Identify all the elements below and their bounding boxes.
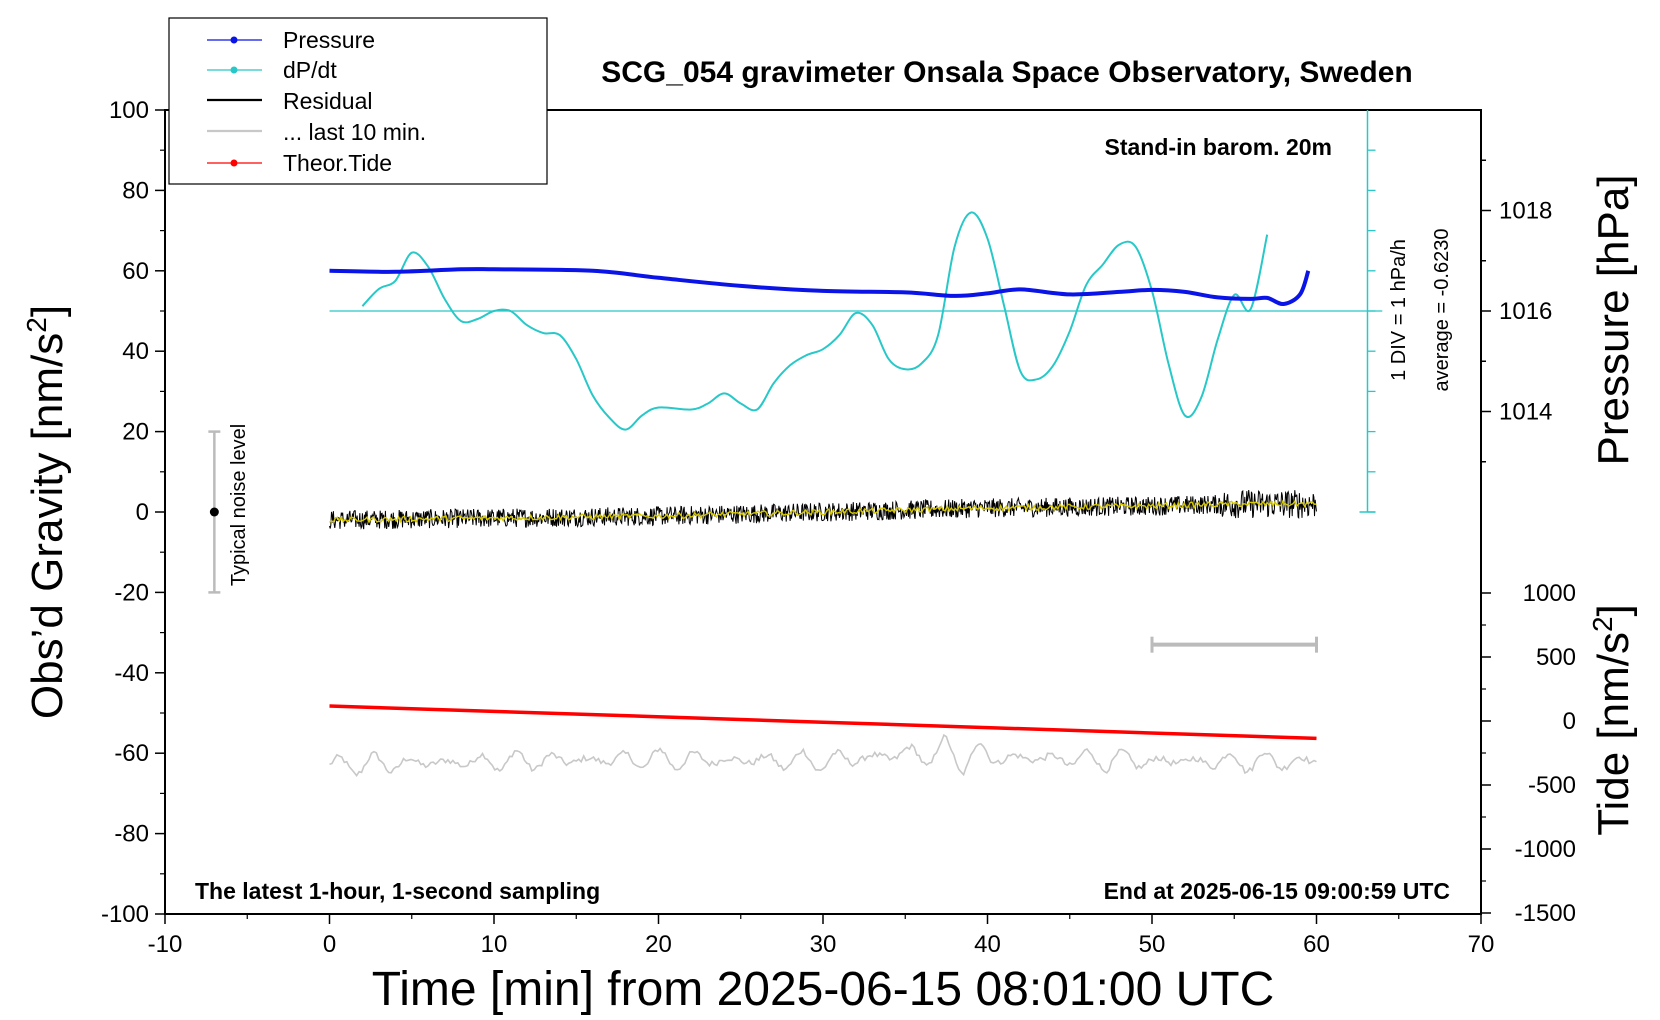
legend-label-residual: Residual [283, 88, 373, 114]
x-tick-label: 10 [481, 931, 508, 958]
latest-annotation: The latest 1-hour, 1-second sampling [195, 878, 600, 904]
series-dpdt [361, 211, 1269, 431]
y-left-tick-label: 80 [122, 177, 149, 204]
y-tide-tick-label: -1000 [1515, 836, 1576, 863]
legend-label-dpdt: dP/dt [283, 57, 337, 83]
legend: Pressure dP/dt Residual ... last 10 min.… [168, 17, 548, 185]
legend-entry-last10: ... last 10 min. [207, 119, 426, 145]
y-left-tick-label: -40 [114, 660, 149, 687]
series-theor-tide [329, 704, 1317, 741]
x-tick-label: 70 [1468, 931, 1495, 958]
y-tide-tick-label: 500 [1536, 644, 1576, 671]
x-tick-label: 50 [1139, 931, 1166, 958]
series-pressure [329, 267, 1311, 307]
barometer-annotation: Stand-in barom. 20m [1105, 134, 1332, 160]
axis-ticks: -10 0 10 20 30 40 50 60 70100806040200-20-40-60-… [101, 97, 1576, 958]
legend-entry-residual: Residual [207, 88, 373, 114]
end-time-annotation: End at 2025-06-15 09:00:59 UTC [1104, 878, 1450, 904]
y-left-tick-label: 40 [122, 338, 149, 365]
y-left-tick-label: 100 [109, 97, 149, 124]
legend-entry-tide: Theor.Tide [207, 150, 392, 176]
y-tide-tick-label: 1000 [1523, 580, 1576, 607]
y-tide-tick-label: 0 [1563, 708, 1576, 735]
y-pressure-tick-label: 1018 [1499, 198, 1552, 225]
y-pressure-tick-label: 1014 [1499, 399, 1552, 426]
y-left-tick-label: -20 [114, 579, 149, 606]
x-tick-label: 40 [974, 931, 1001, 958]
y-pressure-tick-label: 1016 [1499, 298, 1552, 325]
y-left-tick-label: 20 [122, 419, 149, 446]
noise-bar-center [209, 507, 219, 517]
dpdt-average-label: average = -0.6230 [1431, 229, 1453, 392]
y-axis-title-left: Obs’d Gravity [nm/s2] [21, 305, 72, 719]
chart-title: SCG_054 gravimeter Onsala Space Observat… [601, 56, 1413, 89]
x-tick-label: 30 [810, 931, 837, 958]
x-tick-label: 20 [645, 931, 672, 958]
y-left-tick-label: -80 [114, 821, 149, 848]
y-axis-title-tide: Tide [nm/s2] [1587, 604, 1638, 836]
y-tide-tick-label: -1500 [1515, 900, 1576, 927]
y-tide-tick-label: -500 [1528, 772, 1576, 799]
legend-label-last10: ... last 10 min. [283, 119, 426, 145]
legend-label-pressure: Pressure [283, 27, 375, 53]
noise-level-label: Typical noise level [228, 424, 250, 586]
y-left-tick-label: -100 [101, 901, 149, 928]
legend-marker-dpdt [230, 66, 238, 74]
legend-label-tide: Theor.Tide [283, 150, 392, 176]
dpdt-scale-label: 1 DIV = 1 hPa/h [1388, 239, 1410, 381]
series-residual-filtered [329, 499, 1317, 524]
x-tick-label: 60 [1303, 931, 1330, 958]
series-residual [329, 489, 1317, 530]
y-axis-title-pressure: Pressure [hPa] [1589, 174, 1638, 465]
x-axis-title: Time [min] from 2025-06-15 08:01:00 UTC [372, 963, 1275, 1016]
x-tick-label: -10 [148, 931, 183, 958]
series-layer [208, 110, 1383, 777]
legend-marker-tide [230, 159, 238, 167]
x-tick-label: 0 [323, 931, 336, 958]
y-left-tick-label: -60 [114, 740, 149, 767]
legend-entry-pressure: Pressure [207, 27, 375, 53]
legend-entry-dpdt: dP/dt [207, 57, 337, 83]
series-last-10-min [329, 733, 1317, 777]
y-left-tick-label: 60 [122, 258, 149, 285]
legend-marker-pressure [230, 36, 238, 44]
y-left-tick-label: 0 [136, 499, 149, 526]
